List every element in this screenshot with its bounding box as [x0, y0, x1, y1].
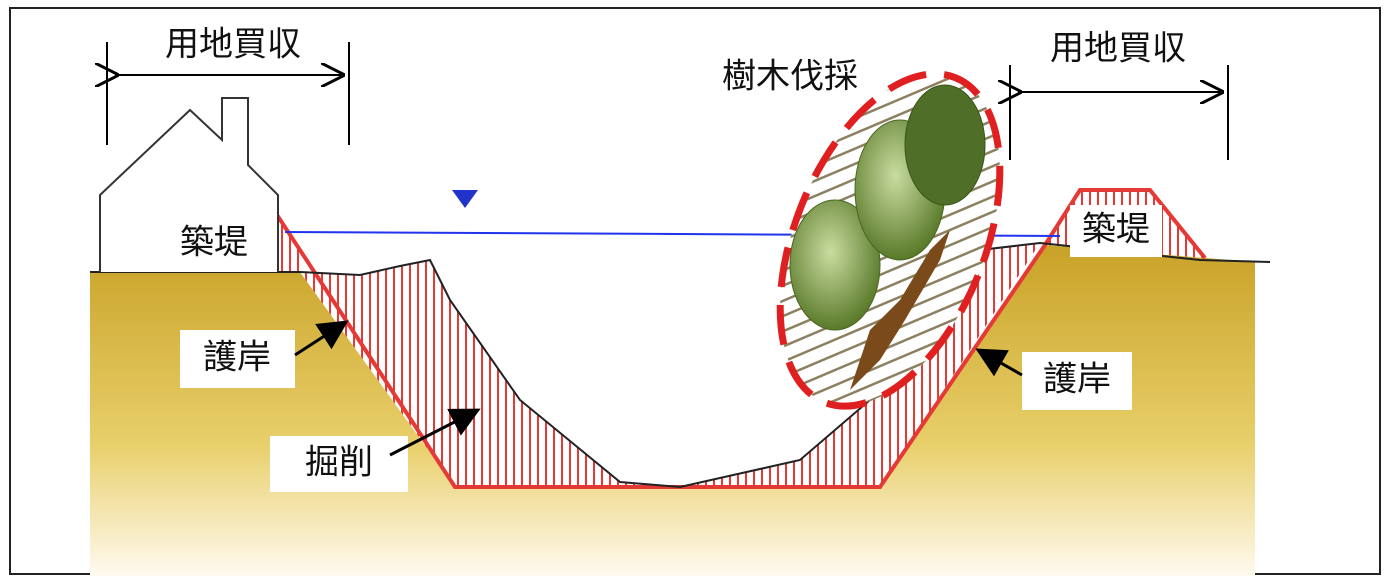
embankment-label: 築堤 [1082, 210, 1150, 250]
pointer [975, 348, 1023, 377]
excavation-left-area [300, 260, 680, 487]
label-box [1070, 205, 1162, 257]
tree [904, 84, 986, 206]
excavation-label: 掘削 [305, 443, 373, 483]
natural-surface [90, 241, 1271, 489]
pointer [294, 320, 349, 357]
tree-felling-label: 樹木伐採 [722, 57, 858, 97]
pointer [389, 408, 481, 457]
revetment-label: 護岸 [1043, 360, 1111, 400]
ground [90, 245, 1255, 576]
water-mark [452, 190, 478, 208]
revetment-label: 護岸 [203, 338, 271, 378]
label-box [1022, 352, 1132, 410]
land-acquisition-label: 用地買収 [1050, 29, 1186, 69]
tree [789, 199, 881, 331]
label-box [168, 218, 260, 270]
land-acquisition-label: 用地買収 [165, 25, 301, 65]
label-box [180, 330, 295, 388]
trunks [850, 230, 950, 390]
label-box [270, 436, 408, 492]
embankment-label: 築堤 [180, 223, 248, 263]
